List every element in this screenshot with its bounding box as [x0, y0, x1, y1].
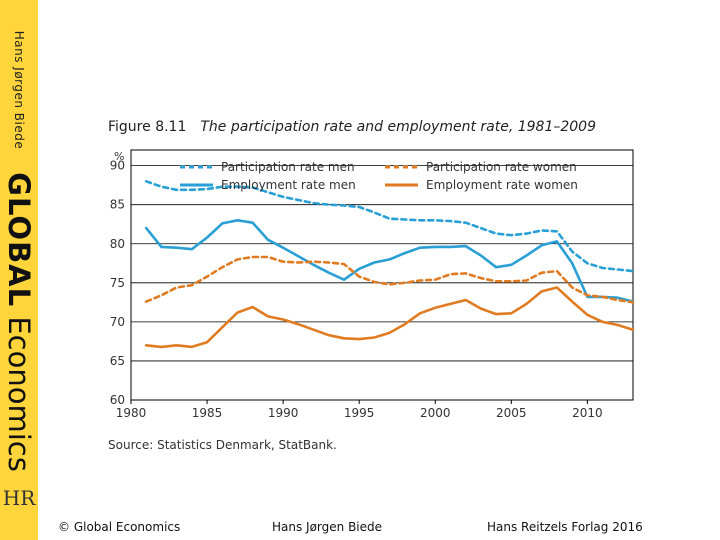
- y-tick-label: 70: [110, 315, 125, 329]
- sidebar-band: Hans Jørgen Biede GLOBAL Economics HR: [0, 0, 38, 540]
- y-tick-label: 75: [110, 276, 125, 290]
- figure-heading: Figure 8.11 The participation rate and em…: [108, 119, 596, 135]
- legend-label: Employment rate women: [426, 178, 578, 192]
- x-tick-label: 1995: [344, 406, 375, 420]
- series-line-participation-rate-men: [144, 180, 635, 273]
- x-tick-label: 1990: [268, 406, 299, 420]
- y-tick-label: 80: [110, 237, 125, 251]
- y-tick-label: 85: [110, 198, 125, 212]
- x-tick-label: 2010: [572, 406, 603, 420]
- y-tick-label: 90: [110, 159, 125, 173]
- footer-publisher: Hans Reitzels Forlag 2016: [487, 520, 643, 534]
- y-tick-label: 65: [110, 354, 125, 368]
- series-line-employment-rate-men: [144, 219, 635, 303]
- x-tick-label: 2005: [496, 406, 527, 420]
- publisher-logo: HR: [2, 486, 36, 510]
- series-line-employment-rate-women: [144, 286, 635, 349]
- footer-copyright: © Global Economics: [58, 520, 181, 534]
- figure-number: Figure 8.11: [108, 119, 187, 135]
- x-tick-label: 2000: [420, 406, 451, 420]
- series-line-participation-rate-women: [144, 255, 635, 304]
- plot-frame: [130, 149, 634, 401]
- legend-label: Participation rate women: [426, 160, 577, 174]
- figure-source: Source: Statistics Denmark, StatBank.: [108, 438, 337, 452]
- legend-label: Employment rate men: [221, 178, 356, 192]
- y-axis-unit: %: [114, 150, 125, 163]
- y-tick-label: 60: [110, 393, 125, 407]
- x-tick-label: 1985: [192, 406, 223, 420]
- legend-label: Participation rate men: [221, 160, 355, 174]
- footer-author: Hans Jørgen Biede: [272, 520, 383, 534]
- figure-title: The participation rate and employment ra…: [200, 119, 596, 135]
- x-tick-label: 1980: [116, 406, 147, 420]
